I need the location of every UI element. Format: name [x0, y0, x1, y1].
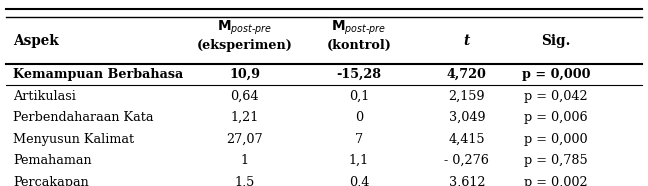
Text: (kontrol): (kontrol) [327, 39, 391, 52]
Text: Artikulasi: Artikulasi [13, 90, 76, 103]
Text: 0,4: 0,4 [349, 176, 369, 186]
Text: 4,415: 4,415 [448, 133, 485, 146]
Text: 7: 7 [355, 133, 363, 146]
Text: 0: 0 [355, 111, 363, 124]
Text: (eksperimen): (eksperimen) [197, 39, 292, 52]
Text: 10,9: 10,9 [229, 68, 260, 81]
Text: 0,64: 0,64 [231, 90, 259, 103]
Text: 1,1: 1,1 [349, 154, 369, 167]
Text: Sig.: Sig. [541, 34, 570, 48]
Text: p = 0,000: p = 0,000 [522, 68, 590, 81]
Text: 1: 1 [240, 154, 249, 167]
Text: Menyusun Kalimat: Menyusun Kalimat [13, 133, 134, 146]
Text: Kemampuan Berbahasa: Kemampuan Berbahasa [13, 68, 183, 81]
Text: 4,720: 4,720 [447, 68, 487, 81]
Text: 0,1: 0,1 [349, 90, 369, 103]
Text: p = 0,002: p = 0,002 [524, 176, 588, 186]
Text: 3,612: 3,612 [448, 176, 485, 186]
Text: 1,21: 1,21 [231, 111, 259, 124]
Text: 2,159: 2,159 [448, 90, 485, 103]
Text: t: t [464, 34, 470, 48]
Text: Perbendaharaan Kata: Perbendaharaan Kata [13, 111, 154, 124]
Text: $\mathbf{M}_{post\text{-}pre}$: $\mathbf{M}_{post\text{-}pre}$ [331, 19, 386, 37]
Text: p = 0,000: p = 0,000 [524, 133, 588, 146]
Text: 27,07: 27,07 [226, 133, 263, 146]
Text: $\mathbf{M}_{post\text{-}pre}$: $\mathbf{M}_{post\text{-}pre}$ [217, 19, 272, 37]
Text: 1,5: 1,5 [235, 176, 255, 186]
Text: - 0,276: - 0,276 [445, 154, 489, 167]
Text: Aspek: Aspek [13, 34, 58, 48]
Text: -15,28: -15,28 [336, 68, 382, 81]
Text: 3,049: 3,049 [448, 111, 485, 124]
Text: Pemahaman: Pemahaman [13, 154, 91, 167]
Text: p = 0,006: p = 0,006 [524, 111, 588, 124]
Text: p = 0,785: p = 0,785 [524, 154, 588, 167]
Text: p = 0,042: p = 0,042 [524, 90, 588, 103]
Text: Percakapan: Percakapan [13, 176, 89, 186]
